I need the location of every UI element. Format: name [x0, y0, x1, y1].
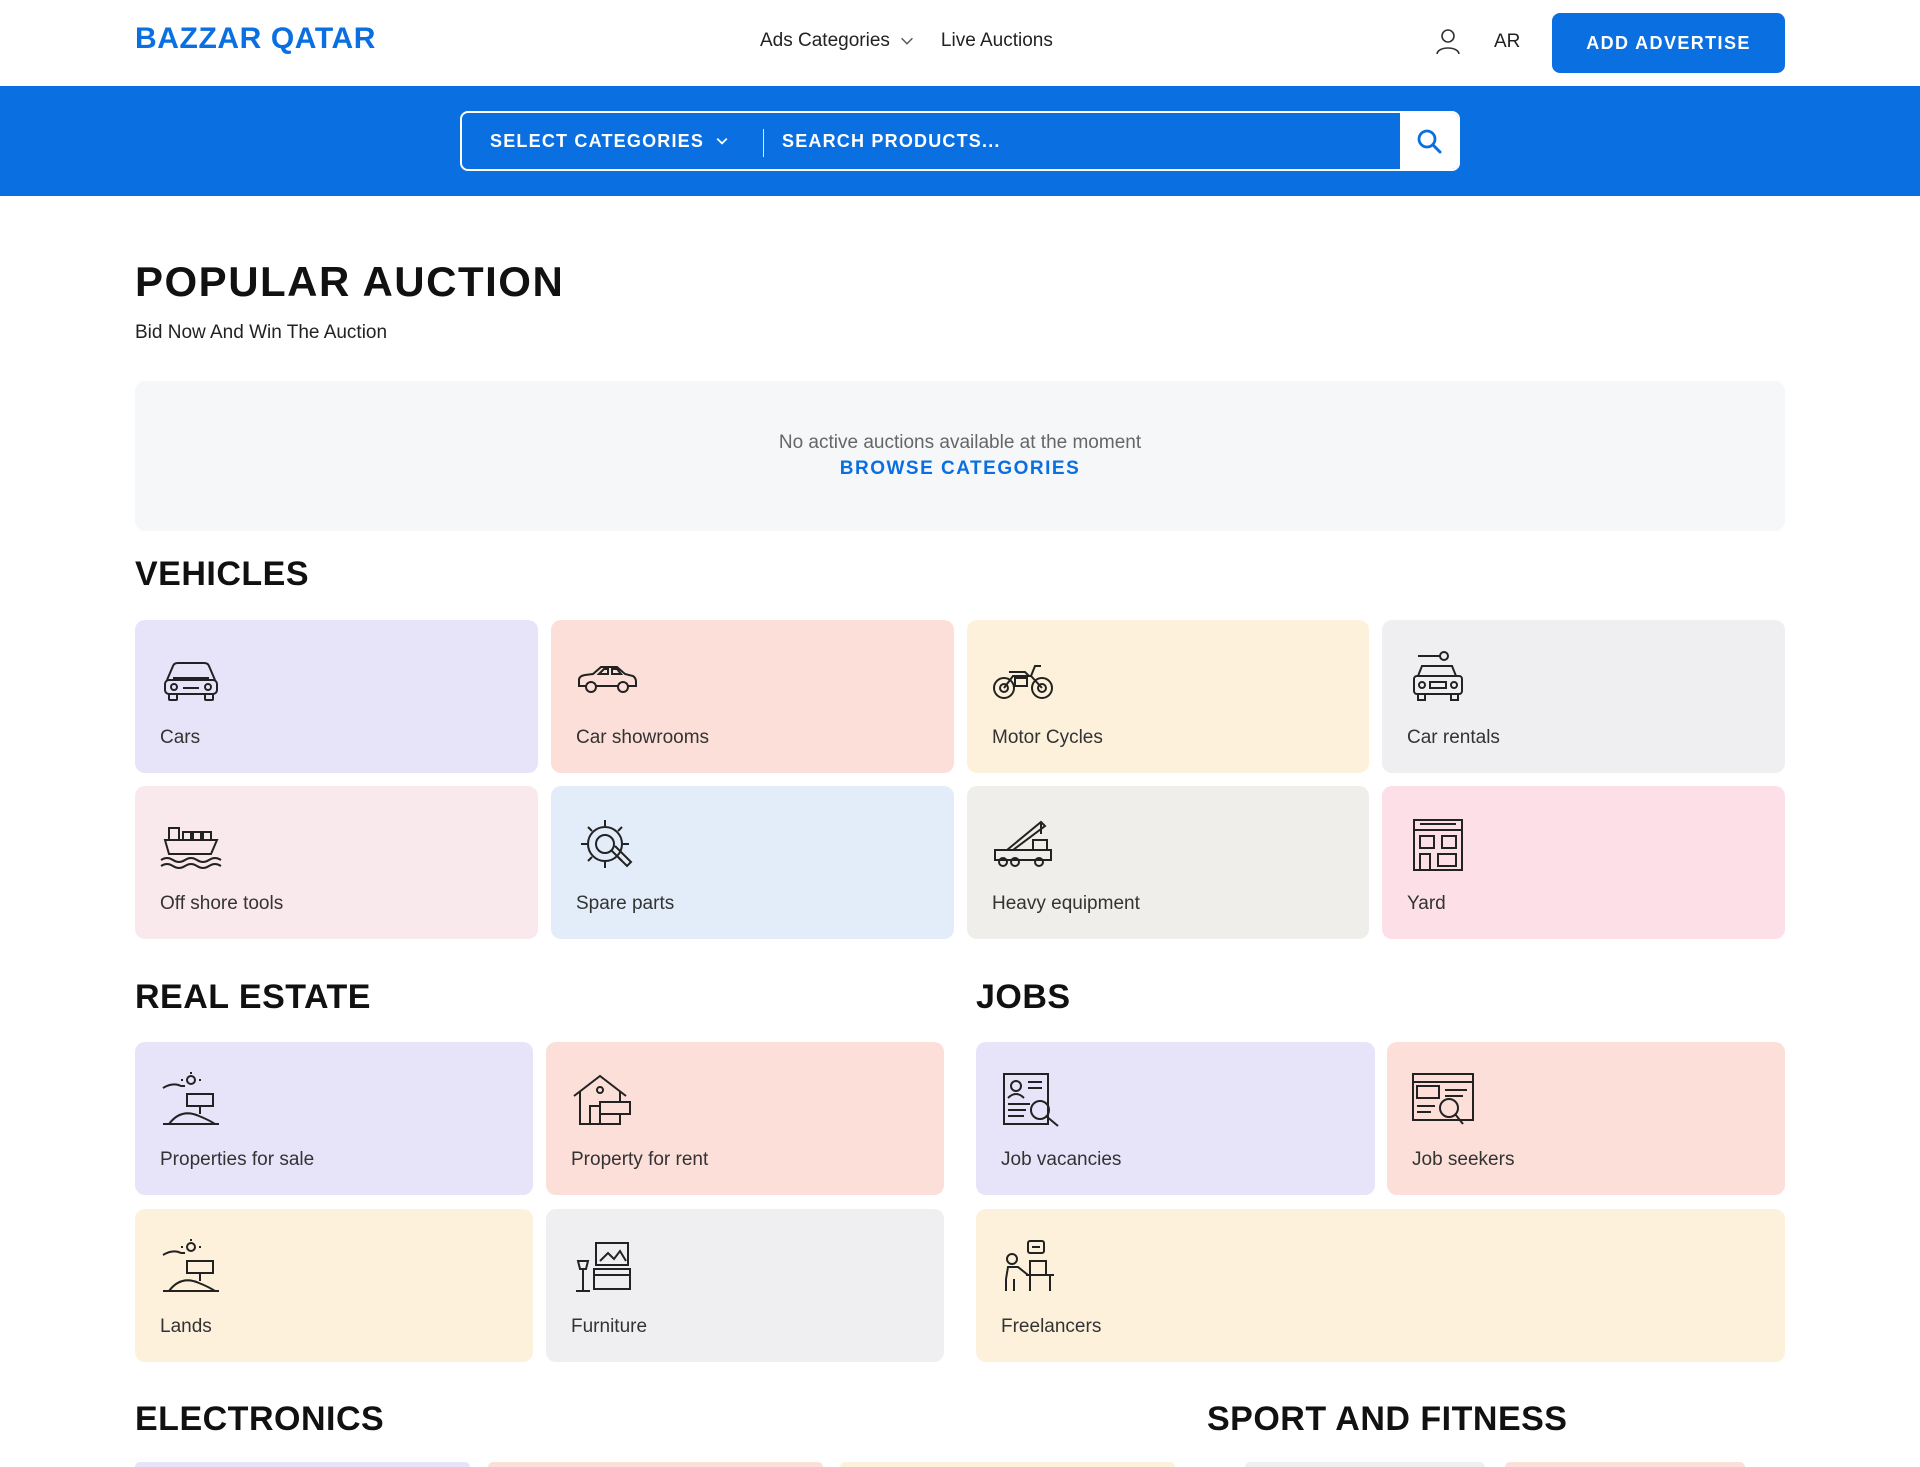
category-label: Job vacancies	[1001, 1149, 1122, 1170]
house-rent-icon	[573, 1074, 631, 1125]
real-estate-title: REAL ESTATE	[135, 978, 371, 1016]
category-card-freelancers[interactable]: Freelancers	[976, 1209, 1785, 1362]
freelancer-icon	[1005, 1240, 1054, 1291]
empty-message: No active auctions available at the mome…	[778, 432, 1142, 453]
category-card-lands[interactable]: Lands	[135, 1209, 533, 1362]
category-label: Cars	[160, 727, 201, 748]
car-key-icon	[1413, 651, 1463, 701]
category-label: Car showrooms	[576, 727, 710, 748]
category-card-spare-parts[interactable]: Spare parts	[551, 786, 954, 939]
category-card-heavy-equipment[interactable]: Heavy equipment	[967, 786, 1369, 939]
category-label: Freelancers	[1001, 1316, 1102, 1337]
popular-auction-title: POPULAR AUCTION	[135, 258, 565, 305]
category-select-label: SELECT CATEGORIES	[490, 130, 705, 151]
top-header: BAZZAR QATAR Ads Categories Live Auction…	[0, 0, 1920, 86]
search-input[interactable]	[764, 113, 1400, 169]
category-label: Properties for sale	[160, 1149, 315, 1170]
category-card-car-showrooms[interactable]: Car showrooms	[551, 620, 954, 773]
vehicles-title: VEHICLES	[135, 555, 310, 593]
job-search-icon	[1412, 1073, 1474, 1125]
site-logo[interactable]: BAZZAR QATAR	[135, 22, 377, 55]
ship-icon	[160, 827, 222, 869]
category-label: Yard	[1407, 893, 1446, 914]
chevron-down-icon	[716, 137, 728, 145]
card-top-edge	[1245, 1462, 1485, 1467]
category-card-motor-cycles[interactable]: Motor Cycles	[967, 620, 1369, 773]
crane-truck-icon	[994, 820, 1052, 867]
category-label: Heavy equipment	[992, 893, 1140, 914]
category-card-furniture[interactable]: Furniture	[546, 1209, 944, 1362]
nav-ads-categories-label: Ads Categories	[760, 30, 890, 51]
category-card-job-seekers[interactable]: Job seekers	[1387, 1042, 1785, 1195]
category-card-yard[interactable]: Yard	[1382, 786, 1785, 939]
category-card-off-shore-tools[interactable]: Off shore tools	[135, 786, 538, 939]
category-label: Lands	[160, 1316, 212, 1337]
jobs-title: JOBS	[976, 978, 1071, 1016]
card-top-edge	[840, 1462, 1175, 1467]
land-sale-icon	[162, 1239, 219, 1292]
category-card-car-rentals[interactable]: Car rentals	[1382, 620, 1785, 773]
electronics-title: ELECTRONICS	[135, 1400, 385, 1438]
category-label: Furniture	[571, 1316, 648, 1337]
chevron-down-icon	[900, 37, 913, 45]
resume-search-icon	[1003, 1073, 1059, 1127]
category-card-property-for-rent[interactable]: Property for rent	[546, 1042, 944, 1195]
browse-categories-link[interactable]: BROWSE CATEGORIES	[839, 458, 1081, 479]
card-top-edge	[135, 1462, 470, 1467]
furniture-icon	[576, 1242, 631, 1292]
card-top-edge	[1505, 1462, 1745, 1467]
card-top-edge	[488, 1462, 823, 1467]
category-label: Car rentals	[1407, 727, 1500, 748]
category-label: Property for rent	[571, 1149, 709, 1170]
language-switch[interactable]: AR	[1494, 31, 1521, 52]
search-band: SELECT CATEGORIES	[0, 86, 1920, 196]
nav-ads-categories[interactable]: Ads Categories	[760, 30, 916, 52]
search-bar: SELECT CATEGORIES	[460, 111, 1460, 171]
motorcycle-icon	[993, 665, 1053, 699]
gear-wrench-icon	[581, 820, 633, 868]
main-nav: Ads Categories Live Auctions	[760, 30, 1053, 52]
sale-sign-icon	[162, 1072, 219, 1125]
sport-fitness-title: SPORT AND FITNESS	[1207, 1400, 1568, 1438]
add-advertise-button[interactable]: ADD ADVERTISE	[1552, 13, 1785, 73]
category-label: Motor Cycles	[992, 727, 1103, 748]
user-icon[interactable]	[1433, 26, 1463, 56]
auction-empty-state: No active auctions available at the mome…	[135, 381, 1785, 531]
category-label: Job seekers	[1412, 1149, 1515, 1170]
category-select[interactable]: SELECT CATEGORIES	[462, 113, 764, 169]
category-card-properties-for-sale[interactable]: Properties for sale	[135, 1042, 533, 1195]
sedan-icon	[578, 666, 637, 693]
garage-icon	[1413, 819, 1463, 871]
category-label: Off shore tools	[160, 893, 284, 914]
category-card-cars[interactable]: Cars	[135, 620, 538, 773]
nav-live-auctions[interactable]: Live Auctions	[941, 30, 1053, 52]
category-card-job-vacancies[interactable]: Job vacancies	[976, 1042, 1375, 1195]
popular-auction-subtitle: Bid Now And Win The Auction	[135, 322, 388, 343]
search-icon	[1417, 129, 1442, 154]
category-label: Spare parts	[576, 893, 675, 914]
nav-live-auctions-label: Live Auctions	[940, 30, 1053, 51]
search-button[interactable]	[1400, 113, 1458, 169]
car-icon	[164, 662, 218, 701]
